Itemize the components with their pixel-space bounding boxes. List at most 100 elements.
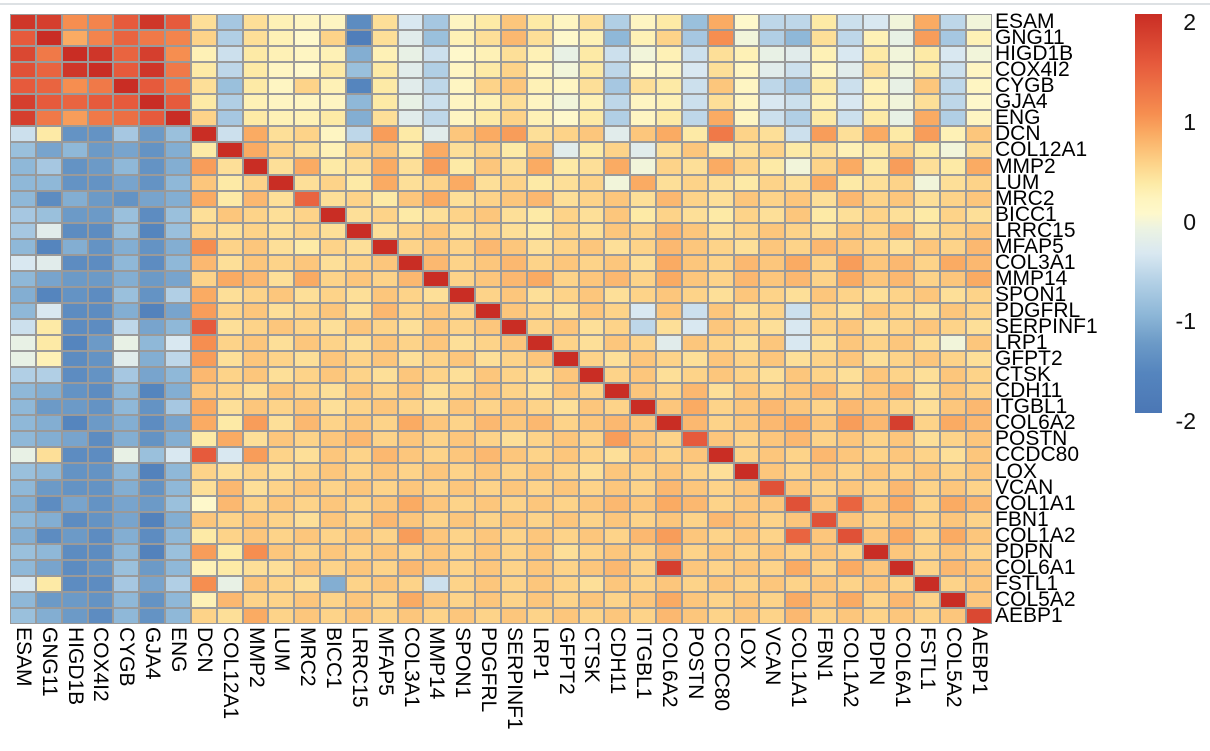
heatmap-cell [320, 591, 346, 608]
heatmap-cell [526, 46, 553, 63]
heatmap-cell [836, 383, 863, 400]
heatmap-cell [242, 511, 269, 528]
heatmap-cell [139, 479, 166, 496]
heatmap-cell [216, 543, 243, 560]
heatmap-cell [966, 318, 992, 336]
heatmap-cell [604, 222, 631, 239]
heatmap-cell [294, 30, 321, 47]
heatmap-cell [423, 575, 450, 592]
heatmap-cell [707, 415, 734, 432]
heatmap-cell [966, 158, 992, 175]
heatmap-cell [371, 78, 398, 95]
heatmap-cell [914, 367, 941, 384]
heatmap-cell [604, 415, 631, 432]
heatmap-cell [914, 270, 941, 287]
heatmap-cell [526, 286, 553, 303]
heatmap-cell [268, 206, 295, 223]
heatmap-cell [371, 94, 398, 111]
heatmap-cell [888, 222, 915, 239]
heatmap-cell [888, 511, 915, 528]
heatmap-cell [35, 78, 62, 95]
heatmap-cell [345, 94, 372, 111]
heatmap-cell [320, 62, 346, 79]
x-axis-label: GNG11 [37, 627, 61, 697]
heatmap-cell [423, 286, 450, 303]
heatmap-cell [501, 527, 527, 544]
heatmap-cell [345, 527, 372, 544]
heatmap-cell [345, 270, 372, 287]
heatmap-cell [449, 206, 476, 223]
heatmap-cell [423, 222, 450, 239]
x-axis-label: MFAP5 [373, 627, 397, 696]
heatmap-cell [190, 238, 217, 255]
heatmap-cell [888, 238, 915, 255]
heatmap-cell [785, 351, 812, 368]
heatmap-cell [475, 110, 501, 127]
heatmap-cell [242, 447, 269, 464]
heatmap-cell [604, 126, 631, 143]
heatmap-cell [862, 559, 889, 576]
heatmap-cell [836, 351, 863, 368]
heatmap-cell [681, 286, 708, 303]
heatmap-cell [707, 351, 734, 368]
heatmap-cell [862, 351, 889, 368]
heatmap-cell [733, 222, 760, 239]
heatmap-cell [630, 559, 657, 576]
heatmap-cell [604, 367, 631, 384]
heatmap-cell [578, 238, 605, 255]
heatmap-cell [526, 367, 553, 384]
heatmap-cell [371, 575, 398, 592]
heatmap-cell [966, 495, 992, 512]
heatmap-cell [940, 94, 967, 111]
heatmap-cell [836, 559, 863, 576]
heatmap-cell [759, 591, 786, 608]
heatmap-cell [630, 591, 657, 608]
heatmap-cell [501, 351, 527, 368]
heatmap-cell [811, 415, 837, 432]
heatmap-cell [966, 399, 992, 416]
heatmap-cell [268, 367, 295, 384]
heatmap-cell [242, 591, 269, 608]
heatmap-cell [475, 399, 501, 416]
heatmap-cell [242, 46, 269, 63]
heatmap-cell [656, 142, 682, 159]
y-axis-label: COL12A1 [995, 138, 1088, 162]
heatmap-cell [139, 302, 166, 319]
heatmap-cell [940, 30, 967, 47]
heatmap-cell [397, 14, 424, 31]
heatmap-cell [526, 14, 553, 31]
heatmap-cell [836, 399, 863, 416]
heatmap-cell [630, 62, 657, 79]
heatmap-cell [216, 383, 243, 400]
heatmap-cell [294, 158, 321, 175]
heatmap-cell [862, 511, 889, 528]
heatmap-cell [320, 415, 346, 432]
heatmap-cell [656, 431, 682, 448]
heatmap-cell [707, 94, 734, 111]
heatmap-cell [656, 335, 682, 352]
heatmap-cell [785, 495, 812, 512]
heatmap-cell [811, 302, 837, 319]
heatmap-cell [656, 30, 682, 47]
x-axis-label: MMP14 [425, 627, 449, 700]
heatmap-cell [320, 447, 346, 464]
heatmap-cell [113, 286, 140, 303]
heatmap-cell [268, 126, 295, 143]
heatmap-cell [656, 367, 682, 384]
heatmap-cell [888, 351, 915, 368]
heatmap-cell [681, 142, 708, 159]
heatmap-cell [345, 495, 372, 512]
heatmap-cell [811, 270, 837, 287]
y-axis-label: LRRC15 [995, 218, 1076, 242]
heatmap-cell [449, 30, 476, 47]
heatmap-cell [113, 335, 140, 352]
heatmap-cell [552, 46, 579, 63]
heatmap-cell [811, 351, 837, 368]
heatmap-cell [733, 495, 760, 512]
heatmap-cell [165, 206, 191, 223]
heatmap-cell [371, 14, 398, 31]
heatmap-cell [190, 591, 217, 608]
heatmap-cell [914, 110, 941, 127]
heatmap-cell [604, 206, 631, 223]
heatmap-cell [656, 78, 682, 95]
